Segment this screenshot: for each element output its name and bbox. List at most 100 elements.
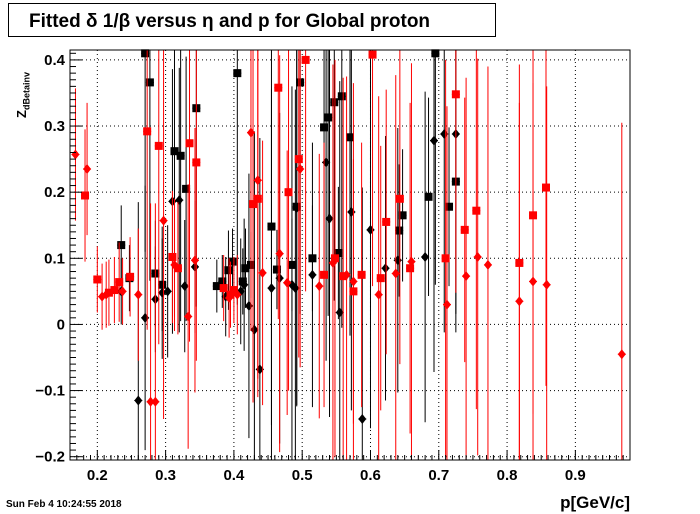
data-point-square	[228, 257, 237, 266]
data-point-square	[460, 225, 469, 234]
data-point-diamond	[296, 164, 305, 175]
y-axis-label: ZdBetainv	[14, 72, 32, 118]
data-point-diamond	[175, 195, 184, 206]
data-point-square	[395, 226, 404, 235]
data-point-square	[294, 155, 303, 164]
data-point-square	[406, 264, 415, 273]
data-point-diamond	[240, 279, 249, 290]
data-point-square	[376, 274, 385, 283]
data-point-diamond	[335, 307, 344, 318]
data-point-diamond	[267, 283, 276, 294]
data-point-square	[472, 206, 481, 215]
x-tick-label: 0.3	[155, 467, 176, 484]
data-point-diamond	[163, 286, 172, 297]
data-point-diamond	[158, 287, 167, 298]
chart-title: Fitted δ 1/β versus η and p for Global p…	[29, 11, 431, 32]
data-point-square	[218, 277, 227, 286]
data-point-diamond	[250, 324, 259, 335]
data-point-diamond	[146, 396, 155, 407]
data-point-diamond	[102, 289, 111, 300]
data-point-square	[431, 49, 440, 58]
data-point-diamond	[83, 164, 92, 175]
data-point-square	[274, 83, 283, 92]
data-point-square	[145, 78, 154, 87]
data-point-square	[368, 50, 377, 59]
data-point-square	[382, 217, 391, 226]
data-point-square	[238, 277, 247, 286]
y-tick-label: 0.3	[44, 118, 65, 135]
data-point-diamond	[529, 276, 538, 287]
data-point-diamond	[483, 259, 492, 270]
data-point-diamond	[473, 251, 482, 262]
data-point-diamond	[291, 283, 300, 294]
data-point-diamond	[328, 257, 337, 268]
data-point-square	[170, 147, 179, 156]
data-point-square	[334, 249, 343, 258]
data-point-square	[141, 49, 150, 58]
data-point-square	[346, 133, 354, 142]
data-point-square	[192, 158, 201, 167]
y-tick-label: 0.4	[44, 52, 66, 69]
x-axis-label: p[GeV/c]	[560, 493, 630, 512]
data-point-square	[357, 270, 366, 279]
data-point-square	[224, 266, 233, 275]
data-point-diamond	[134, 395, 143, 406]
data-point-square	[212, 282, 221, 291]
data-point-diamond	[283, 277, 292, 288]
data-point-diamond	[374, 289, 383, 300]
data-point-square	[168, 252, 177, 261]
data-point-square	[324, 113, 333, 122]
y-tick-label: 0	[57, 316, 65, 333]
data-point-diamond	[190, 255, 199, 266]
data-point-square	[398, 211, 407, 220]
data-point-square	[154, 141, 163, 150]
data-point-square	[176, 151, 185, 160]
data-point-square	[104, 288, 113, 297]
data-point-square	[395, 194, 404, 203]
data-point-diamond	[225, 292, 234, 303]
data-point-square	[284, 188, 293, 197]
x-tick-label: 0.5	[292, 467, 313, 484]
data-point-square	[185, 139, 194, 148]
data-point-diamond	[180, 281, 189, 292]
data-point-square	[233, 69, 242, 78]
data-point-diamond	[542, 279, 551, 290]
data-point-square	[301, 55, 310, 64]
data-point-square	[330, 98, 339, 107]
data-point-square	[320, 123, 329, 132]
data-point-square	[451, 90, 460, 99]
data-point-diamond	[381, 263, 390, 274]
chart-title-box: Fitted δ 1/β versus η and p for Global p…	[8, 3, 496, 37]
data-point-diamond	[71, 149, 80, 160]
data-point-diamond	[315, 281, 324, 292]
data-point-diamond	[440, 128, 449, 139]
data-point-square	[445, 202, 454, 211]
data-point-square	[330, 254, 339, 263]
data-point-square	[93, 275, 102, 284]
y-tick-label: −0.2	[35, 449, 65, 466]
data-point-diamond	[258, 267, 267, 278]
data-point-square	[219, 284, 228, 293]
data-point-square	[337, 92, 346, 101]
data-point-diamond	[462, 271, 471, 282]
data-point-diamond	[246, 127, 255, 138]
data-point-square	[226, 290, 235, 299]
data-point-diamond	[159, 215, 168, 226]
data-point-diamond	[342, 269, 351, 280]
data-point-diamond	[421, 251, 430, 262]
x-tick-label: 0.9	[565, 467, 586, 484]
x-tick-label: 0.2	[87, 467, 108, 484]
y-axis-label-sub: dBetainv	[21, 72, 32, 111]
y-axis-label-main: Z	[14, 110, 29, 118]
data-point-diamond	[170, 259, 179, 270]
data-point-diamond	[358, 414, 367, 424]
timestamp: Sun Feb 4 10:24:55 2018	[6, 499, 122, 510]
data-point-diamond	[233, 289, 242, 300]
data-point-square	[81, 191, 90, 200]
data-point-square	[117, 241, 126, 250]
data-point-square	[143, 127, 152, 136]
data-point-square	[126, 272, 135, 281]
y-tick-label: −0.1	[35, 383, 65, 400]
data-point-square	[339, 272, 348, 281]
